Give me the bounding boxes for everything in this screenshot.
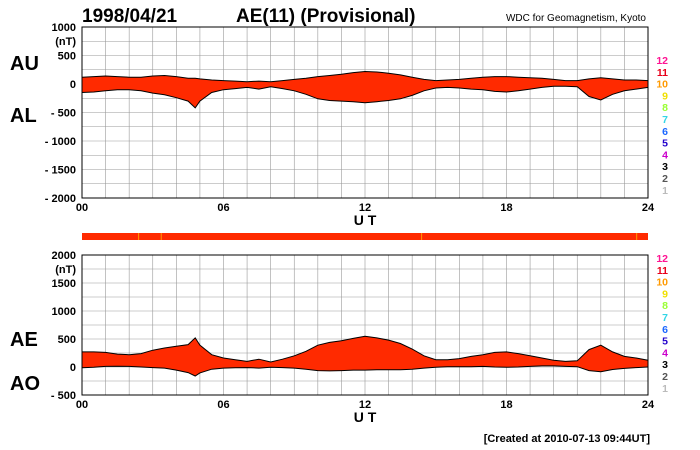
station-scale-label: 9 [662,288,668,300]
x-tick-label: 18 [500,202,512,214]
series-line-ao [81,365,649,377]
y-tick-label: (nT) [55,264,76,276]
station-scale-label: 8 [662,102,668,114]
unit-label: (nT) [55,36,76,48]
station-scale-label: 11 [657,67,668,79]
y-tick-label: 0 [70,79,76,91]
y-tick-label: 500 [58,334,76,346]
station-scale-label: 7 [662,312,668,324]
station-scale-label: 12 [656,253,668,265]
band-area [82,336,648,376]
station-scale-label: 6 [662,126,668,138]
series-label-ae: AE [10,329,38,351]
station-scale-label: 4 [662,347,668,359]
station-scale-label: 2 [662,371,668,383]
station-scale-label: 4 [662,149,668,161]
station-scale-label: 3 [662,161,668,173]
series-line-al [81,85,649,109]
x-axis-label: U T [354,409,377,425]
created-timestamp: [Created at 2010-07-13 09:44UT] [484,433,651,445]
y-tick-label: - 500 [51,108,76,120]
station-scale-label: 1 [662,383,668,395]
x-tick-label: 24 [642,202,655,214]
x-tick-label: 18 [500,399,512,411]
series-line-ae [82,335,649,363]
x-tick-label: 24 [642,399,655,411]
y-tick-label: - 2000 [45,193,76,205]
y-tick-label: - 500 [51,390,76,402]
station-scale-label: 7 [662,114,668,126]
y-tick-label: 1000 [52,22,76,34]
station-scale-label: 5 [662,336,668,348]
y-tick-label: - 1000 [45,136,76,148]
y-tick-label: 1500 [52,278,76,290]
x-tick-label: 06 [217,399,229,411]
station-scale-label: 11 [657,265,668,277]
date-title: 1998/04/21 [82,6,178,27]
y-tick-label: 0 [70,362,76,374]
station-scale-label: 5 [662,138,668,150]
series-line-au [81,70,649,83]
y-tick-label: 500 [58,51,76,63]
plot-frame [81,254,649,396]
x-axis-label: U T [354,212,377,228]
series-label-au: AU [10,53,39,75]
y-tick-label: 2000 [52,250,76,262]
station-scale-label: 1 [662,185,668,197]
x-tick-label: 12 [359,399,371,411]
x-tick-label: 00 [76,202,88,214]
x-tick-label: 00 [76,399,88,411]
y-tick-label: - 1500 [45,165,76,177]
station-scale-label: 9 [662,90,668,102]
x-tick-label: 12 [359,202,371,214]
plot-frame [81,26,649,199]
station-scale-label: 6 [662,324,668,336]
x-tick-label: 06 [217,202,229,214]
station-scale-label: 12 [656,55,668,67]
station-bar-fill [82,233,648,240]
index-title: AE(11) (Provisional) [236,6,416,27]
station-count-bar [82,233,648,240]
au-al-panel: 1000 500 0 - 500 - 1000 - 1500 - 2000 (nT) 00 06 1… [10,22,655,228]
series-label-ao: AO [10,373,40,395]
station-scale-label: 3 [662,359,668,371]
station-scale-label: 10 [656,277,668,289]
station-scale-label: 8 [662,300,668,312]
source-label: WDC for Geomagnetism, Kyoto [506,13,646,24]
station-scale-label: 10 [656,79,668,91]
series-label-al: AL [10,105,37,127]
y-tick-label: 1000 [52,306,76,318]
station-scale-label: 2 [662,173,668,185]
